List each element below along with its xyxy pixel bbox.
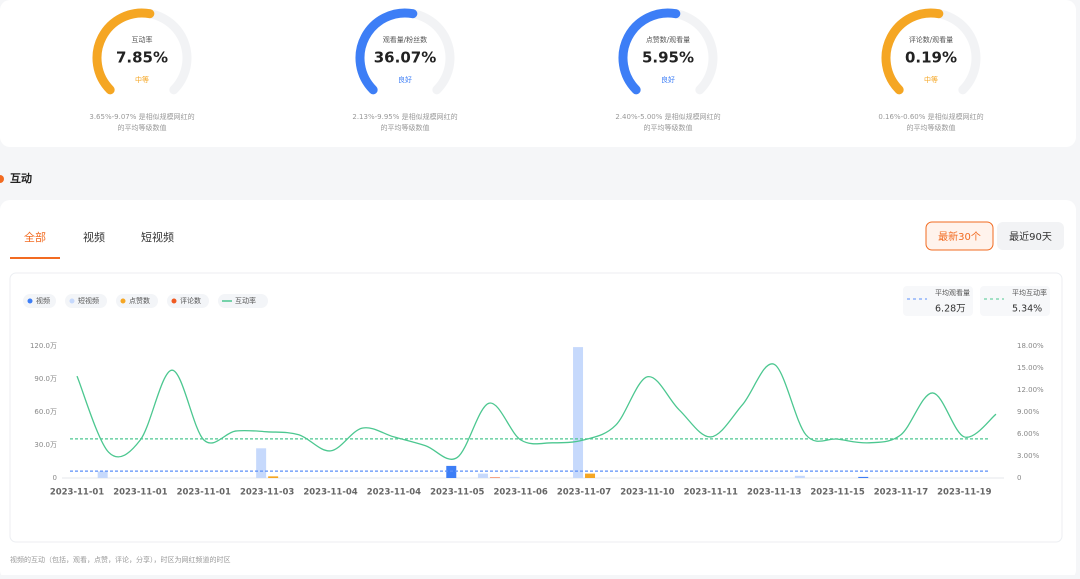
x-tick-label: 2023-11-05 [430,488,484,498]
y2-tick-label: 18.00% [1017,342,1044,350]
gauge-desc: 2.40%-5.00% 是相似规模网红的 [615,112,720,121]
bar [794,475,805,478]
gauge-rating: 中等 [924,75,938,84]
bar [573,347,584,478]
tab[interactable]: 短视频 [141,230,174,244]
average-value: 6.28万 [935,304,966,315]
bar [509,476,520,478]
gauge-value: 36.07% [374,49,436,67]
y-tick-label: 0 [53,474,57,482]
section-dot [0,175,4,183]
legend-pill[interactable] [23,294,56,308]
legend-pill[interactable] [65,294,107,308]
y-tick-label: 120.0万 [30,342,57,350]
gauge-arc [355,8,418,95]
gauge-card [0,0,1076,147]
y-tick-label: 90.0万 [34,375,57,383]
legend-swatch[interactable] [171,298,177,304]
x-tick-label: 2023-11-07 [557,488,611,498]
range-button-label[interactable]: 最近90天 [1009,230,1052,243]
y2-tick-label: 0 [1017,474,1021,482]
bar [585,473,596,478]
x-tick-label: 2023-11-15 [810,488,864,498]
gauge-desc: 0.16%-0.60% 是相似规模网红的 [878,112,983,121]
x-tick-label: 2023-11-04 [367,488,421,498]
y-tick-label: 60.0万 [34,408,57,416]
gauge-value: 7.85% [116,49,168,67]
y-tick-label: 30.0万 [34,441,57,449]
legend-pill[interactable] [116,294,158,308]
gauge-desc: 的平均等级数值 [381,123,430,132]
section-title: 互动 [10,171,32,185]
bar [858,476,869,478]
bar [97,471,108,478]
y2-tick-label: 3.00% [1017,452,1040,460]
gauge-rating: 良好 [661,75,675,84]
gauge-rating: 中等 [135,75,149,84]
range-button[interactable] [997,222,1064,250]
legend-label[interactable]: 短视频 [78,296,99,305]
gauge-desc: 2.13%-9.95% 是相似规模网红的 [352,112,457,121]
legend-label[interactable]: 视频 [36,296,50,305]
bar [446,465,457,478]
y2-tick-label: 6.00% [1017,430,1040,438]
x-tick-label: 2023-11-01 [113,488,167,498]
y2-tick-label: 15.00% [1017,364,1044,372]
x-tick-label: 2023-11-04 [303,488,357,498]
average-box [980,286,1050,316]
x-tick-label: 2023-11-06 [493,488,547,498]
average-name: 平均互动率 [1012,288,1047,297]
legend-pill[interactable] [167,294,209,308]
footnote: 视频的互动（包括，观看，点赞，评论，分享），时区为网红频道的时区 [10,555,231,564]
y2-tick-label: 9.00% [1017,408,1040,416]
bar [477,473,488,478]
average-box [903,286,973,316]
bar [268,476,279,478]
legend-swatch[interactable] [27,298,33,304]
average-value: 5.34% [1012,304,1042,315]
gauge-label: 评论数/观看量 [909,35,953,44]
gauge-desc: 的平均等级数值 [907,123,956,132]
x-tick-label: 2023-11-03 [240,488,294,498]
legend-pill[interactable] [218,294,268,308]
gauge-arc [618,8,681,95]
range-button-label[interactable]: 最新30个 [938,230,981,243]
tab[interactable]: 视频 [83,230,105,244]
range-button[interactable] [925,221,994,251]
gauge-rating: 良好 [398,75,412,84]
legend-swatch[interactable] [69,298,75,304]
gauge-desc: 3.65%-9.07% 是相似规模网红的 [89,112,194,121]
gauge-arc [92,8,155,95]
legend-label[interactable]: 互动率 [235,296,256,305]
tab[interactable]: 全部 [24,230,46,244]
bar [489,477,500,478]
x-tick-label: 2023-11-10 [620,488,674,498]
x-tick-label: 2023-11-19 [937,488,991,498]
gauge-desc: 的平均等级数值 [118,123,167,132]
gauge-desc: 的平均等级数值 [644,123,693,132]
x-tick-label: 2023-11-11 [684,488,738,498]
legend-swatch[interactable] [120,298,126,304]
bar [256,448,267,478]
legend-label[interactable]: 点赞数 [129,296,150,305]
gauge-arc [881,8,944,95]
gauge-label: 点赞数/观看量 [646,35,690,44]
x-tick-label: 2023-11-01 [50,488,104,498]
x-tick-label: 2023-11-17 [874,488,928,498]
gauge-value: 5.95% [642,49,694,67]
legend-label[interactable]: 评论数 [180,296,201,305]
chart-box [9,272,1063,543]
gauge-label: 互动率 [132,35,153,44]
gauge-label: 观看量/粉丝数 [383,35,427,44]
y2-tick-label: 12.00% [1017,386,1044,394]
gauge-value: 0.19% [905,49,957,67]
x-tick-label: 2023-11-01 [177,488,231,498]
average-name: 平均观看量 [935,288,970,297]
x-tick-label: 2023-11-13 [747,488,801,498]
